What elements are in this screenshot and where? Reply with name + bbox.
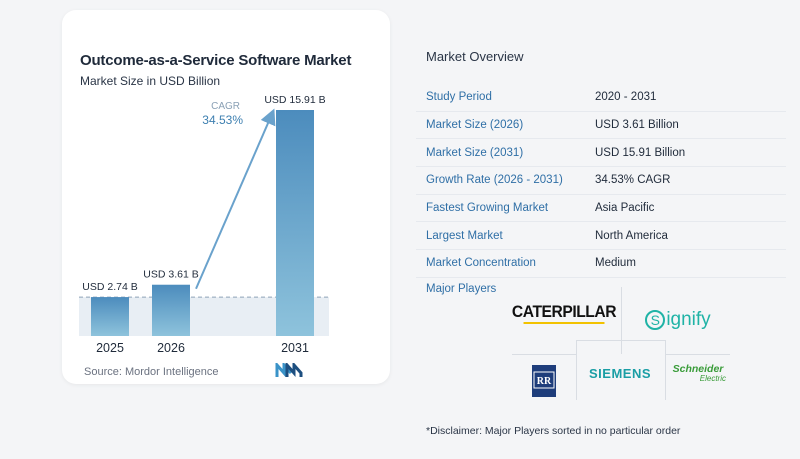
overview-row: Study Period 2020 - 2031	[416, 84, 786, 112]
logo-divider	[666, 354, 730, 355]
row-value: 2020 - 2031	[595, 91, 657, 104]
logo-divider	[621, 287, 622, 354]
overview-row: Fastest Growing Market Asia Pacific	[416, 195, 786, 223]
rolls-royce-logo: RR	[531, 364, 557, 398]
row-value: USD 3.61 Billion	[595, 119, 679, 132]
row-label: Largest Market	[426, 229, 503, 242]
data-label-2031: USD 15.91 B	[264, 94, 325, 106]
overview-row: Market Size (2026) USD 3.61 Billion	[416, 112, 786, 140]
players-title: Major Players	[426, 283, 497, 295]
row-label: Market Concentration	[426, 257, 536, 270]
x-tick-2026: 2026	[157, 341, 185, 355]
rolls-royce-emblem-icon: RR	[532, 365, 556, 397]
row-value: North America	[595, 229, 668, 242]
overview-table: Study Period 2020 - 2031 Market Size (202…	[416, 84, 786, 278]
schneider-logo: Schneider Electric	[668, 360, 728, 388]
signify-s-icon: S	[645, 310, 666, 330]
cagr-value: 34.53%	[202, 113, 243, 127]
logo-divider	[512, 354, 576, 355]
overview-row: Growth Rate (2026 - 2031) 34.53% CAGR	[416, 167, 786, 195]
caterpillar-wordmark: CATERPILLAR	[511, 302, 617, 321]
bar-2031	[276, 110, 314, 336]
overview-title: Market Overview	[426, 49, 524, 64]
caterpillar-stripe	[523, 322, 605, 324]
disclaimer: *Disclaimer: Major Players sorted in no …	[426, 425, 681, 437]
chart-title: Outcome-as-a-Service Software Market	[80, 52, 352, 69]
row-label: Growth Rate (2026 - 2031)	[426, 174, 563, 187]
schneider-wordmark: Schneider	[672, 363, 724, 375]
row-value: Asia Pacific	[595, 202, 655, 215]
data-label-2025: USD 2.74 B	[82, 281, 137, 293]
logo-divider	[576, 340, 666, 341]
signify-logo: S ignify	[632, 302, 724, 338]
overview-row: Market Concentration Medium	[416, 250, 786, 278]
logo-divider	[576, 340, 577, 400]
signify-wordmark: ignify	[666, 309, 711, 330]
cagr-arrow	[195, 108, 276, 290]
row-value: USD 15.91 Billion	[595, 146, 686, 159]
row-label: Market Size (2026)	[426, 119, 524, 132]
schneider-subtext: Electric	[699, 374, 726, 383]
row-label: Market Size (2031)	[426, 146, 524, 159]
overview-row: Market Size (2031) USD 15.91 Billion	[416, 139, 786, 168]
x-tick-2025: 2025	[96, 341, 124, 355]
mordor-logo-icon	[275, 363, 303, 377]
siemens-logo: SIEMENS	[588, 365, 651, 381]
svg-text:RR: RR	[537, 376, 552, 387]
row-label: Study Period	[426, 91, 492, 104]
bar-chart: USD 2.74 B 2025 USD 3.61 B 2026 USD 15.91 B 2…	[79, 94, 329, 355]
source-note: Source: Mordor Intelligence	[84, 366, 219, 378]
overview-row: Largest Market North America	[416, 222, 786, 251]
logo-divider	[665, 340, 666, 400]
data-label-2026: USD 3.61 B	[143, 269, 198, 281]
row-value: Medium	[595, 257, 636, 270]
bar-2026	[152, 284, 190, 336]
bar-2025	[91, 297, 129, 336]
caterpillar-logo: CATERPILLAR	[512, 298, 617, 326]
cagr-label: CAGR	[211, 101, 240, 112]
x-tick-2031: 2031	[281, 341, 309, 355]
chart-subtitle: Market Size in USD Billion	[80, 74, 221, 88]
row-value: 34.53% CAGR	[595, 174, 671, 187]
row-label: Fastest Growing Market	[426, 202, 549, 215]
